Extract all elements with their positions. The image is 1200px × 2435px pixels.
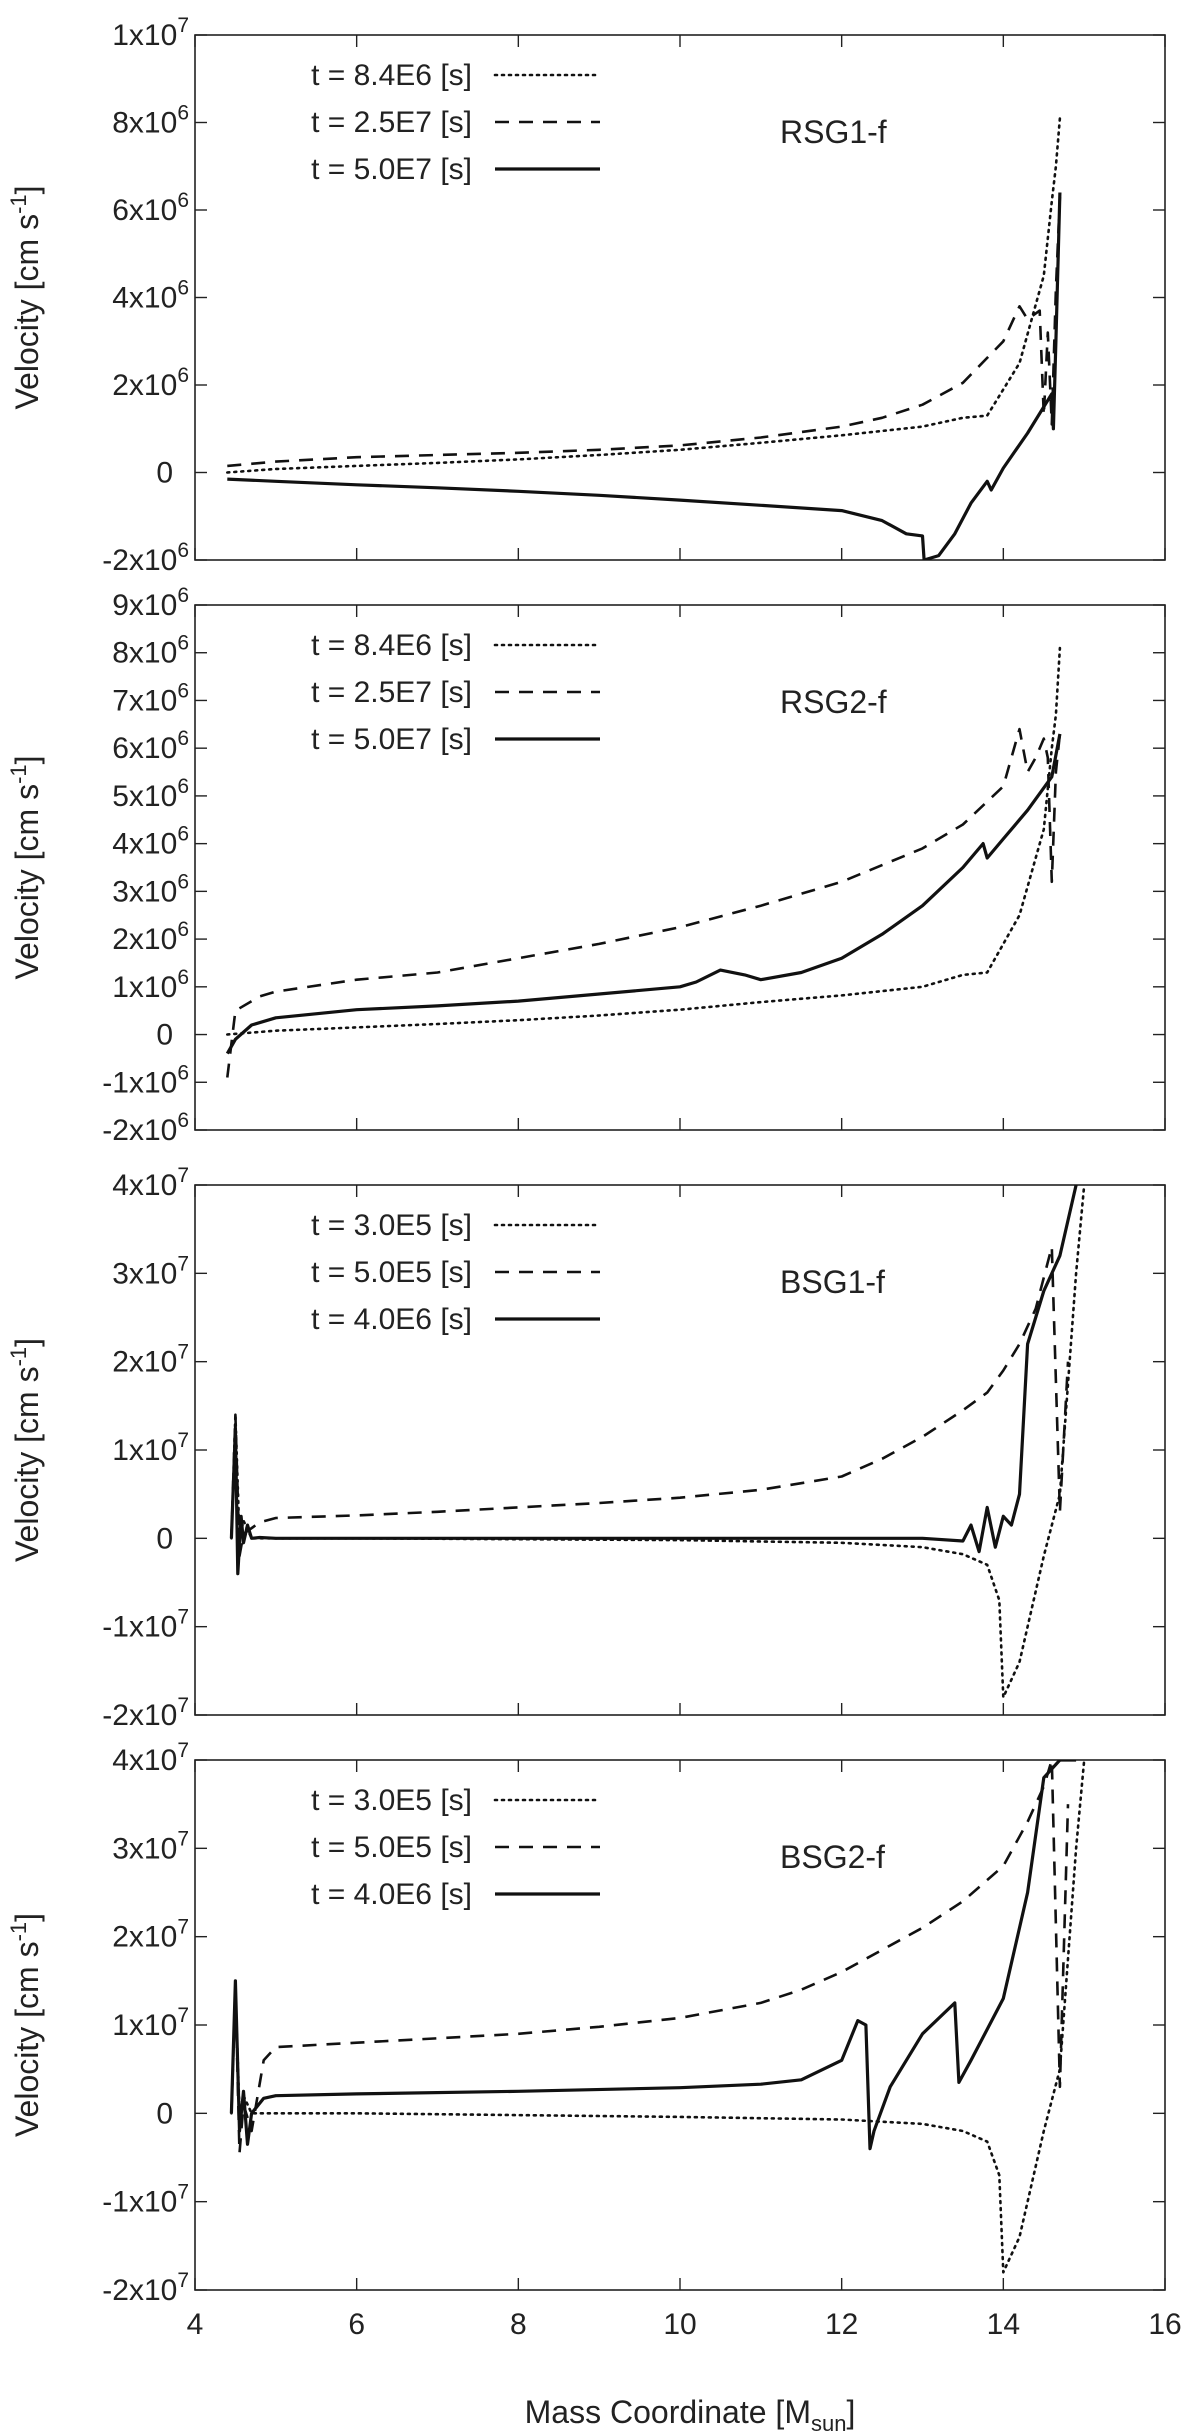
- x-tick-label: 8: [510, 2308, 527, 2341]
- y-tick-label: 4x107: [112, 1739, 189, 1777]
- y-tick-label: -1x107: [102, 2181, 189, 2219]
- y-tick-label: 2x107: [112, 1341, 189, 1379]
- y-tick-label: 5x106: [112, 775, 189, 813]
- y-tick-label: 2x106: [112, 364, 189, 402]
- y-tick-label: 4x106: [112, 277, 189, 315]
- y-axis-title: Velocity [cm s-1]: [6, 185, 45, 409]
- series-line: [230, 1185, 1086, 1699]
- y-tick-label: 2x106: [112, 918, 189, 956]
- series-line: [227, 192, 1062, 560]
- series-line: [225, 733, 1062, 1055]
- series-line: [227, 196, 1062, 468]
- y-tick-label: -2x106: [102, 539, 189, 577]
- x-tick-label: 10: [663, 2308, 696, 2341]
- y-tick-label: 0: [156, 457, 173, 490]
- y-tick-label: 9x106: [112, 584, 189, 622]
- legend-label: t = 4.0E6 [s]: [311, 1303, 472, 1336]
- y-tick-label: 8x106: [112, 632, 189, 670]
- y-tick-label: 1x107: [112, 14, 189, 52]
- legend-label: t = 5.0E5 [s]: [311, 1256, 472, 1289]
- series-line: [226, 116, 1062, 474]
- legend-label: t = 8.4E6 [s]: [311, 59, 472, 92]
- y-tick-label: 0: [156, 1522, 173, 1555]
- y-axis-title: Velocity [cm s-1]: [6, 1913, 45, 2137]
- x-tick-label: 16: [1148, 2308, 1181, 2341]
- series-line: [230, 1760, 1070, 2155]
- legend-label: t = 5.0E5 [s]: [311, 1831, 472, 1864]
- y-tick-label: 1x107: [112, 1429, 189, 1467]
- panel-label: BSG1-f: [780, 1264, 885, 1300]
- y-tick-label: -1x107: [102, 1606, 189, 1644]
- x-axis-title-sub: sun: [811, 2411, 846, 2435]
- x-tick-label: 14: [987, 2308, 1020, 2341]
- series-group: [226, 116, 1062, 560]
- series-line: [226, 727, 1062, 1078]
- legend-label: t = 5.0E7 [s]: [311, 153, 472, 186]
- y-tick-label: -2x107: [102, 2269, 189, 2307]
- y-axis-title: Velocity [cm s-1]: [6, 1338, 45, 1562]
- y-tick-label: 0: [156, 2097, 173, 2130]
- y-tick-label: 8x106: [112, 102, 189, 140]
- panel-label: RSG2-f: [780, 684, 887, 720]
- y-tick-label: 6x106: [112, 189, 189, 227]
- panel-3: -2x107 -1x107 0 1x107 2x107 3x107 4x107 Velocit…: [6, 1164, 1166, 1732]
- y-tick-label: -2x106: [102, 1109, 189, 1147]
- legend-label: t = 2.5E7 [s]: [311, 106, 472, 139]
- y-tick-label: 1x107: [112, 2004, 189, 2042]
- y-tick-label: 6x106: [112, 727, 189, 765]
- y-tick-label: 7x106: [112, 679, 189, 717]
- panel-label: BSG2-f: [780, 1839, 885, 1875]
- legend-label: t = 8.4E6 [s]: [311, 629, 472, 662]
- x-tick-label: 12: [825, 2308, 858, 2341]
- y-tick-label: -1x106: [102, 1061, 189, 1099]
- series-group: [229, 1185, 1086, 1699]
- panel-1: -2x106 0 2x106 4x106 6x106 8x106 1x107 Velocity…: [6, 14, 1166, 577]
- series-line: [229, 1185, 1078, 1576]
- y-tick-label: 2x107: [112, 1916, 189, 1954]
- legend-label: t = 5.0E7 [s]: [311, 723, 472, 756]
- legend-label: t = 4.0E6 [s]: [311, 1878, 472, 1911]
- y-tick-label: 4x106: [112, 823, 189, 861]
- x-axis-title: Mass Coordinate [Msun]: [525, 2394, 856, 2435]
- x-tick-label: 4: [187, 2308, 204, 2341]
- y-axis-title: Velocity [cm s-1]: [6, 755, 45, 979]
- y-tick-label: 3x107: [112, 1827, 189, 1865]
- series-group: [229, 1760, 1086, 2274]
- y-tick-label: 0: [156, 1019, 173, 1052]
- x-tick-label: 6: [348, 2308, 365, 2341]
- panel-2: -2x106 -1x106 0 1x106 2x106 3x106 4x106 5x106 6x…: [6, 584, 1166, 1147]
- panel-label: RSG1-f: [780, 114, 887, 150]
- legend-label: t = 2.5E7 [s]: [311, 676, 472, 709]
- y-tick-label: 1x106: [112, 966, 189, 1004]
- series-group: [225, 646, 1062, 1078]
- series-line: [226, 646, 1062, 1036]
- y-tick-label: 4x107: [112, 1164, 189, 1202]
- series-line: [229, 1760, 1077, 2151]
- y-tick-label: 3x106: [112, 870, 189, 908]
- series-line: [230, 1245, 1070, 1558]
- legend-label: t = 3.0E5 [s]: [311, 1784, 472, 1817]
- y-tick-label: -2x107: [102, 1694, 189, 1732]
- panel-4: 4 6 8 10 12 14 16 -2x107 -1x107 0 1x107 2x107 3x107 4…: [6, 1739, 1182, 2341]
- legend-label: t = 3.0E5 [s]: [311, 1209, 472, 1242]
- y-tick-label: 3x107: [112, 1252, 189, 1290]
